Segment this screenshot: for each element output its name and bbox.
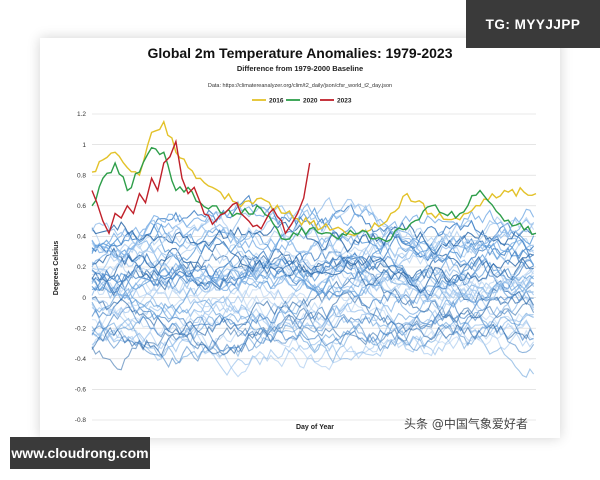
historical-year-line: [91, 317, 535, 378]
historical-year-lines: [91, 194, 535, 378]
y-tick-label: 0.4: [77, 234, 86, 241]
series-line-2023: [91, 138, 311, 236]
site-tag: www.cloudrong.com: [10, 437, 150, 469]
y-axis-label: Degrees Celsius: [53, 241, 60, 296]
chart-subtitle: Difference from 1979-2000 Baseline: [237, 64, 363, 73]
legend-label-2016: 2016: [269, 98, 284, 105]
historical-year-line: [91, 258, 535, 315]
chart-figure: Global 2m Temperature Anomalies: 1979-20…: [40, 38, 560, 438]
historical-year-line: [91, 232, 534, 289]
chart-title: Global 2m Temperature Anomalies: 1979-20…: [147, 45, 452, 61]
legend: 2016 2020 2023: [252, 98, 352, 105]
historical-year-line: [91, 253, 534, 297]
y-tick-labels: 1.2 1 0.8 0.6 0.4 0.2 0 -0.2 -0.4 -0.6 -0.8: [75, 111, 87, 424]
historical-year-line: [91, 252, 535, 301]
source-credit: 头条 @中国气象爱好者: [404, 417, 528, 431]
highlight-series: [91, 119, 537, 243]
chart-source: Data: https://climatereanalyzer.org/clim…: [208, 83, 392, 89]
legend-label-2020: 2020: [303, 98, 318, 105]
legend-label-2023: 2023: [337, 98, 352, 105]
y-tick-label: 0.2: [77, 264, 86, 271]
historical-year-line: [91, 240, 534, 294]
historical-year-line: [91, 194, 535, 254]
y-tick-label: -0.2: [75, 325, 87, 332]
watermark-tag: TG: MYYJJPP: [466, 0, 600, 48]
historical-year-line: [91, 322, 535, 378]
y-tick-label: 1.2: [77, 111, 86, 118]
historical-year-line: [91, 306, 534, 353]
y-tick-label: -0.6: [75, 387, 87, 394]
historical-year-line: [91, 290, 534, 337]
historical-year-line: [91, 280, 534, 327]
y-tick-label: -0.4: [75, 356, 87, 363]
line-chart: Global 2m Temperature Anomalies: 1979-20…: [53, 45, 537, 431]
y-tick-label: 1: [82, 142, 86, 149]
y-tick-label: 0.8: [77, 172, 86, 179]
y-tick-label: 0.6: [77, 203, 86, 210]
series-line-2016: [91, 119, 537, 237]
historical-year-line: [91, 200, 535, 260]
series-line-2020: [91, 146, 537, 243]
x-axis-label: Day of Year: [296, 424, 334, 431]
historical-year-line: [91, 269, 534, 337]
historical-year-line: [91, 248, 535, 302]
historical-year-line: [91, 207, 535, 262]
y-tick-label: 0: [82, 295, 86, 302]
historical-year-line: [91, 274, 535, 332]
historical-year-line: [91, 196, 535, 261]
historical-year-line: [91, 255, 534, 319]
y-tick-label: -0.8: [75, 417, 87, 424]
historical-year-line: [91, 291, 535, 358]
